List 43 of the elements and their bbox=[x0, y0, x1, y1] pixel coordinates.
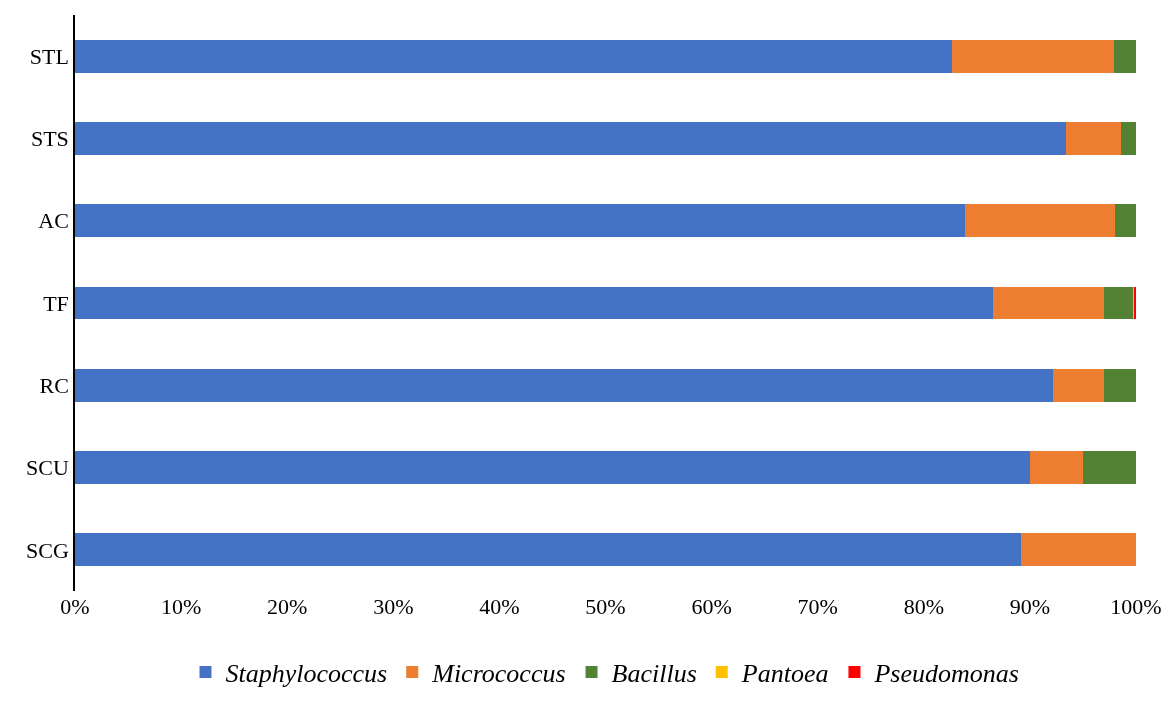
x-tick-label: 10% bbox=[160, 594, 202, 619]
bar bbox=[952, 39, 1114, 73]
x-tick-label: 80% bbox=[903, 594, 944, 619]
legend-label: Pantoea bbox=[740, 659, 829, 689]
x-tick-label: 40% bbox=[479, 594, 520, 619]
legend-label: Bacillus bbox=[611, 659, 697, 689]
bar bbox=[1065, 121, 1122, 155]
bar bbox=[1114, 204, 1136, 238]
y-tick-label: SCU bbox=[26, 455, 69, 481]
y-tick-label: STL bbox=[29, 43, 69, 69]
bar bbox=[75, 286, 993, 320]
bar bbox=[75, 451, 1030, 485]
bar bbox=[75, 204, 966, 238]
bar bbox=[965, 204, 1115, 238]
y-tick-label: STS bbox=[30, 126, 69, 152]
x-tick-label: 100% bbox=[1110, 594, 1162, 619]
legend-label: Micrococcus bbox=[431, 659, 566, 689]
bar bbox=[1104, 368, 1136, 402]
y-tick-label: SCG bbox=[26, 537, 69, 563]
x-tick-label: 50% bbox=[585, 594, 626, 619]
bar bbox=[1113, 39, 1136, 73]
bar bbox=[992, 286, 1105, 320]
bar bbox=[1104, 286, 1134, 320]
x-tick-label: 90% bbox=[1009, 594, 1051, 619]
bar bbox=[1053, 368, 1105, 402]
legend-label: Staphylococcus bbox=[225, 659, 388, 689]
x-tick-label: 60% bbox=[691, 594, 732, 619]
x-tick-label: 20% bbox=[267, 594, 308, 619]
x-tick-label: 30% bbox=[373, 594, 414, 619]
legend-label: Pseudomonas bbox=[873, 659, 1019, 689]
y-tick-label: TF bbox=[43, 290, 69, 316]
bar bbox=[1121, 121, 1136, 155]
bar bbox=[75, 533, 1022, 567]
y-tick-label: RC bbox=[39, 372, 69, 398]
bar bbox=[1082, 451, 1136, 485]
bar bbox=[1029, 451, 1083, 485]
y-tick-label: AC bbox=[38, 208, 69, 234]
bar bbox=[75, 368, 1054, 402]
bar bbox=[1021, 533, 1136, 567]
bar bbox=[75, 39, 953, 73]
bar bbox=[75, 121, 1066, 155]
x-tick-label: 0% bbox=[60, 594, 90, 619]
x-tick-label: 70% bbox=[797, 594, 838, 619]
